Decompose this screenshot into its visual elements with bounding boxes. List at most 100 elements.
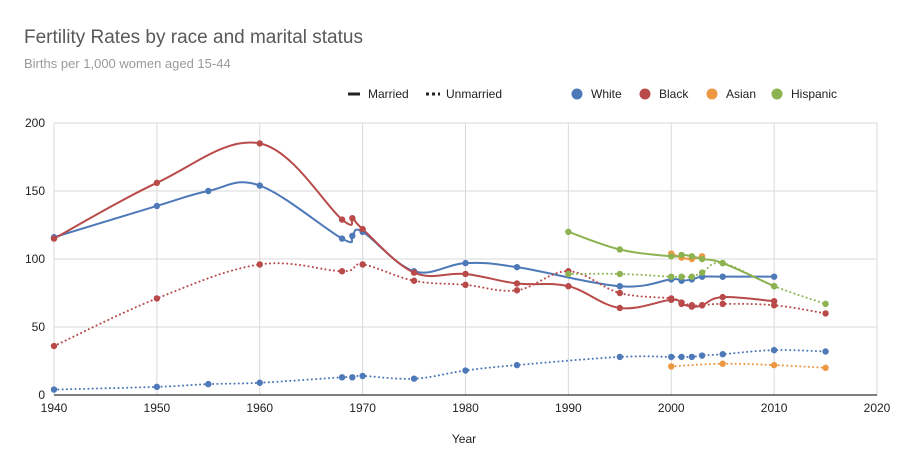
point-white-unmarried-1995 [616, 353, 624, 361]
point-hispanic-married-2000 [668, 253, 675, 260]
point-black-married-1990 [565, 283, 572, 290]
point-black-married-1968 [338, 216, 346, 223]
point-black-unmarried-1985 [513, 287, 521, 294]
series-line-white-unmarried [53, 349, 827, 391]
chart-subtitle: Births per 1,000 women aged 15-44 [24, 56, 231, 71]
point-hispanic-unmarried-2015 [822, 300, 829, 308]
point-hispanic-married-2001 [678, 251, 685, 259]
x-tick-label-1990: 1990 [555, 401, 582, 415]
y-tick-label-50: 50 [32, 320, 46, 334]
point-white-married-1969 [349, 232, 356, 240]
gridlines [53, 122, 878, 396]
point-white-married-2005 [719, 273, 726, 280]
point-black-unmarried-2015 [822, 310, 829, 317]
legend-label-unmarried: Unmarried [446, 87, 502, 101]
point-white-unmarried-2003 [698, 352, 706, 359]
y-axis-ticks: 0 50 100 150 200 [25, 116, 45, 402]
point-black-unmarried-1940 [50, 342, 58, 350]
point-black-unmarried-1950 [153, 295, 161, 302]
y-tick-label-0: 0 [38, 388, 45, 402]
x-tick-label-1940: 1940 [41, 401, 68, 415]
point-white-unmarried-1975 [410, 375, 418, 382]
x-tick-label-1960: 1960 [246, 401, 273, 415]
point-black-married-1969 [349, 215, 356, 222]
point-black-married-1940 [50, 235, 58, 242]
point-black-unmarried-2000 [668, 295, 675, 302]
point-black-unmarried-1968 [338, 268, 346, 275]
point-white-unmarried-1950 [153, 383, 161, 391]
point-black-married-1980 [462, 270, 469, 278]
point-hispanic-unmarried-2000 [668, 273, 675, 280]
point-black-unmarried-2001 [678, 299, 685, 306]
point-white-married-2010 [770, 273, 778, 280]
chart-title: Fertility Rates by race and marital stat… [24, 27, 363, 48]
point-hispanic-unmarried-1995 [616, 270, 624, 278]
point-hispanic-married-2002 [688, 253, 696, 260]
point-black-married-1975 [410, 269, 418, 276]
point-black-unmarried-2010 [770, 302, 778, 309]
point-hispanic-unmarried-2005 [719, 259, 726, 267]
point-white-unmarried-2005 [719, 351, 726, 358]
point-hispanic-unmarried-2010 [770, 283, 778, 290]
point-black-married-1960 [256, 140, 263, 147]
legend-label-hispanic: Hispanic [791, 87, 837, 101]
point-black-unmarried-1975 [410, 277, 418, 284]
legend-swatch-white [571, 88, 583, 100]
legend-swatch-asian [706, 88, 718, 100]
point-asian-unmarried-2015 [822, 364, 829, 371]
point-hispanic-unmarried-2003 [698, 269, 706, 276]
point-white-unmarried-1969 [349, 374, 356, 381]
point-white-married-1980 [462, 259, 469, 267]
point-white-married-1950 [153, 202, 161, 210]
point-black-unmarried-1995 [616, 289, 624, 297]
point-white-unmarried-1940 [50, 386, 58, 393]
x-tick-label-1980: 1980 [452, 401, 479, 415]
x-tick-label-1950: 1950 [144, 401, 171, 415]
point-asian-unmarried-2005 [719, 360, 726, 367]
point-asian-unmarried-2000 [668, 363, 675, 370]
legend-swatch-black [639, 88, 651, 100]
x-tick-label-1970: 1970 [349, 401, 376, 415]
point-black-married-1970 [359, 225, 366, 233]
legend-label-white: White [591, 87, 622, 101]
data-points [50, 140, 829, 393]
point-hispanic-married-2003 [698, 255, 706, 263]
x-tick-label-2000: 2000 [658, 401, 685, 415]
point-white-unmarried-1970 [359, 372, 366, 380]
point-white-unmarried-1985 [513, 361, 521, 369]
point-black-unmarried-2002 [688, 302, 696, 309]
point-black-unmarried-1980 [462, 281, 469, 289]
x-axis-ticks: 1940 1950 1960 1970 1980 1990 2000 2010 2020 [41, 401, 891, 415]
point-white-unmarried-2000 [668, 353, 675, 361]
point-black-married-1950 [153, 179, 161, 187]
point-asian-unmarried-2010 [770, 361, 778, 369]
series-lines [53, 141, 827, 391]
legend-label-black: Black [659, 87, 689, 101]
legend-label-asian: Asian [726, 87, 756, 101]
point-black-married-1985 [513, 280, 521, 287]
x-tick-label-2010: 2010 [761, 401, 788, 415]
point-black-unmarried-2005 [719, 300, 726, 308]
point-white-married-1995 [616, 283, 624, 290]
point-black-married-2005 [719, 293, 726, 301]
point-hispanic-unmarried-2001 [678, 273, 685, 280]
series-line-hispanic-unmarried [567, 261, 827, 305]
y-tick-label-200: 200 [25, 116, 45, 130]
legend-swatch-hispanic [771, 88, 783, 100]
legend: Married Unmarried White Black Asian Hispanic [348, 87, 837, 101]
series-line-asian-unmarried [670, 362, 827, 369]
point-black-unmarried-1960 [256, 261, 263, 268]
point-white-unmarried-1968 [338, 374, 346, 381]
point-white-married-1968 [338, 235, 346, 242]
point-white-married-1985 [513, 263, 521, 271]
point-white-married-1955 [205, 187, 212, 195]
point-hispanic-unmarried-2002 [688, 273, 696, 280]
point-white-unmarried-2010 [770, 346, 778, 354]
legend-label-married: Married [368, 87, 409, 101]
point-hispanic-married-1995 [616, 246, 624, 253]
point-hispanic-married-1990 [565, 228, 572, 235]
y-tick-label-100: 100 [25, 252, 45, 266]
point-white-unmarried-2015 [822, 348, 829, 355]
point-white-unmarried-1960 [256, 379, 263, 386]
